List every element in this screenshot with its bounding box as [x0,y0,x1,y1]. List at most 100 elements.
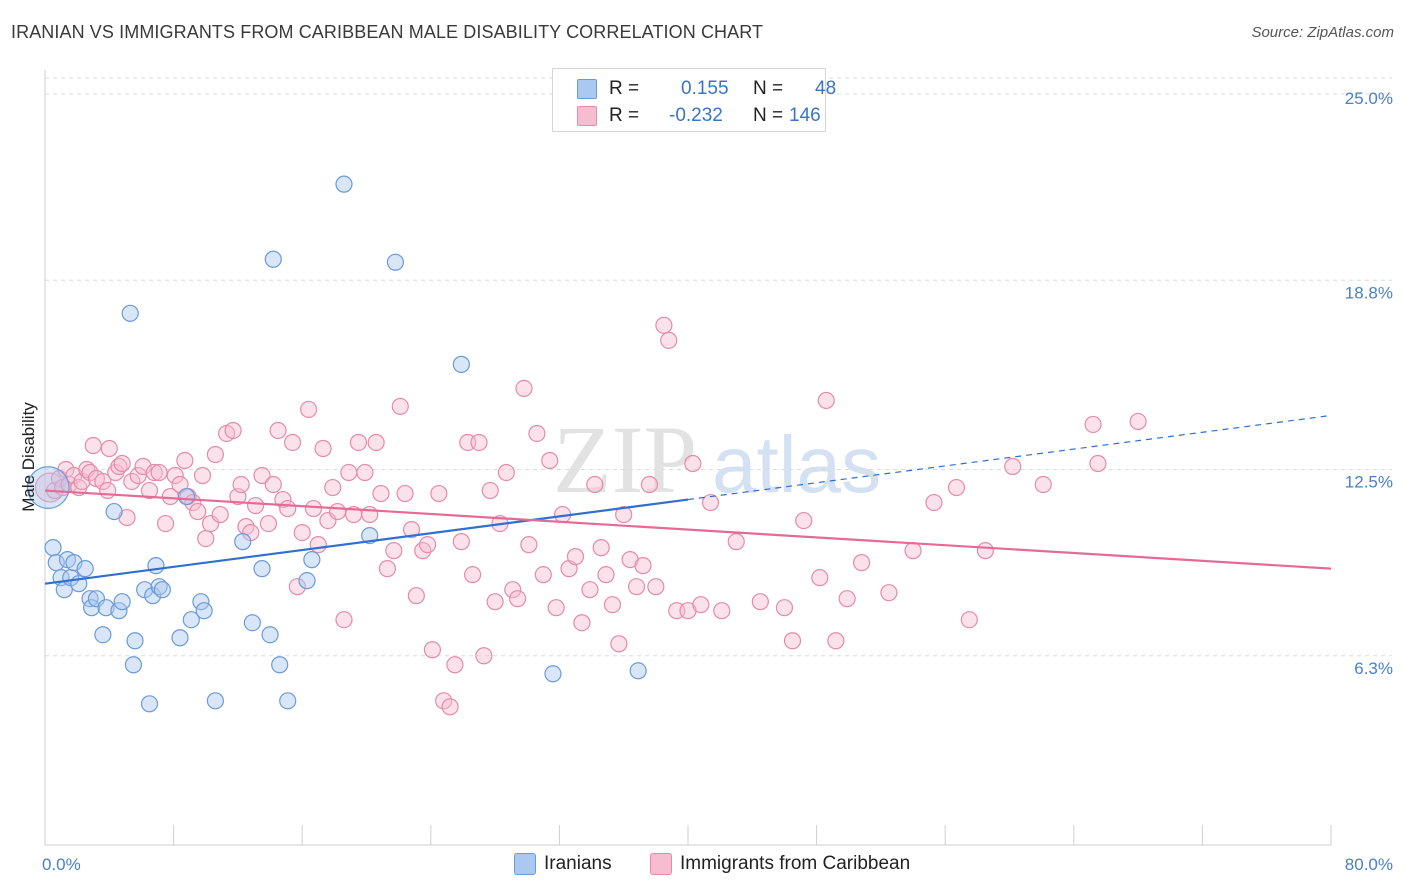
gridlines [45,77,1392,657]
chart-title: IRANIAN VS IMMIGRANTS FROM CARIBBEAN MAL… [11,22,764,42]
iranian-point [26,466,70,509]
iranian-point [298,572,316,590]
caribbean-point [586,475,604,494]
caribbean-point [269,421,287,440]
caribbean-point [1089,454,1107,473]
caribbean-point [581,581,599,599]
caribbean-point [123,472,141,491]
iranian-point [182,611,200,629]
legend-swatch-caribbean [577,106,597,126]
caribbean-point [110,457,128,476]
caribbean-point [520,536,538,554]
caribbean-point [94,472,112,491]
legend-r-label: R = [609,78,640,99]
caribbean-point [156,514,175,533]
caribbean-point [470,433,488,452]
caribbean-point [446,656,464,674]
caribbean-point [1034,475,1052,494]
axes [44,70,1332,846]
caribbean-point [497,463,515,482]
iranian-point [126,632,144,650]
caribbean-point [481,481,499,500]
iranian-point [83,599,101,617]
caribbean-point [475,647,493,665]
caribbean-point [396,484,414,503]
iranian-point [279,692,297,710]
iranian-point [243,614,261,632]
caribbean-point [232,475,250,494]
caribbean-point [528,424,546,443]
caribbean-point [150,463,168,482]
trend-lines [44,414,1332,585]
caribbean-point [701,493,720,512]
caribbean-point [113,454,131,473]
iranian-point [386,253,405,271]
iranian-point [264,250,282,268]
caribbean-point [727,533,745,551]
iranian-point [113,593,131,611]
caribbean-point [811,569,829,587]
y-axis-title: Male Disability [19,402,38,512]
iranian-point [110,602,128,620]
caribbean-point [547,599,565,617]
caribbean-point [430,484,448,503]
y-tick-label: 18.8% [1345,283,1393,302]
caribbean-point [418,536,437,554]
caribbean-point [206,445,224,464]
iranian-trend-line [44,498,689,585]
caribbean-point [407,587,425,605]
caribbean-point [692,596,710,614]
caribbean-point [960,611,978,629]
bottom-swatch-iranians [514,853,536,875]
caribbean-point [81,463,99,482]
caribbean-point [1084,415,1102,434]
caribbean-point [224,421,242,440]
caribbean-point [853,554,871,572]
caribbean-point [140,481,159,500]
caribbean-point [534,566,552,584]
iranian-points [26,175,647,713]
iranian-point [97,599,115,617]
bottom-swatch-caribbean [650,853,672,875]
iranian-point [195,602,213,620]
bottom-label-iranians: Iranians [544,853,612,874]
iranian-point [150,578,168,596]
caribbean-point [264,475,282,494]
caribbean-point [84,436,102,455]
caribbean-point [176,451,194,470]
caribbean-point [597,566,615,584]
caribbean-point [34,472,65,503]
caribbean-point [634,557,652,575]
caribbean-point [300,400,318,419]
x-tick-label: 80.0% [1345,855,1393,874]
caribbean-point [684,454,702,473]
caribbean-point [435,692,453,710]
caribbean-points [34,316,1147,716]
legend-n-label: N = [753,105,784,126]
caribbean-point [515,379,533,398]
caribbean-point [627,578,646,596]
iranian-point [629,662,647,680]
x-tick-label: 0.0% [42,855,81,874]
caribbean-point [509,590,527,608]
iranian-point [121,304,139,322]
caribbean-point [504,581,522,599]
caribbean-point [193,466,212,485]
caribbean-point [795,511,813,530]
caribbean-point [367,433,385,452]
axis-labels: 6.3% 12.5% 18.8% 25.0% 0.0% 80.0% Male Disabil… [19,89,1393,874]
watermark: ZIP atlas [553,406,881,513]
iranian-point [144,587,162,605]
legend-r-value: -0.232 [669,105,723,126]
iranian-point [271,656,289,674]
caribbean-point [1004,457,1022,476]
caribbean-point [838,590,856,608]
caribbean-point [423,641,442,659]
caribbean-point [391,397,409,416]
iranian-point [206,692,224,710]
caribbean-point [783,632,802,650]
caribbean-point [592,539,610,557]
caribbean-point [402,520,421,539]
caribbean-point [246,496,265,515]
caribbean-point [385,542,403,560]
